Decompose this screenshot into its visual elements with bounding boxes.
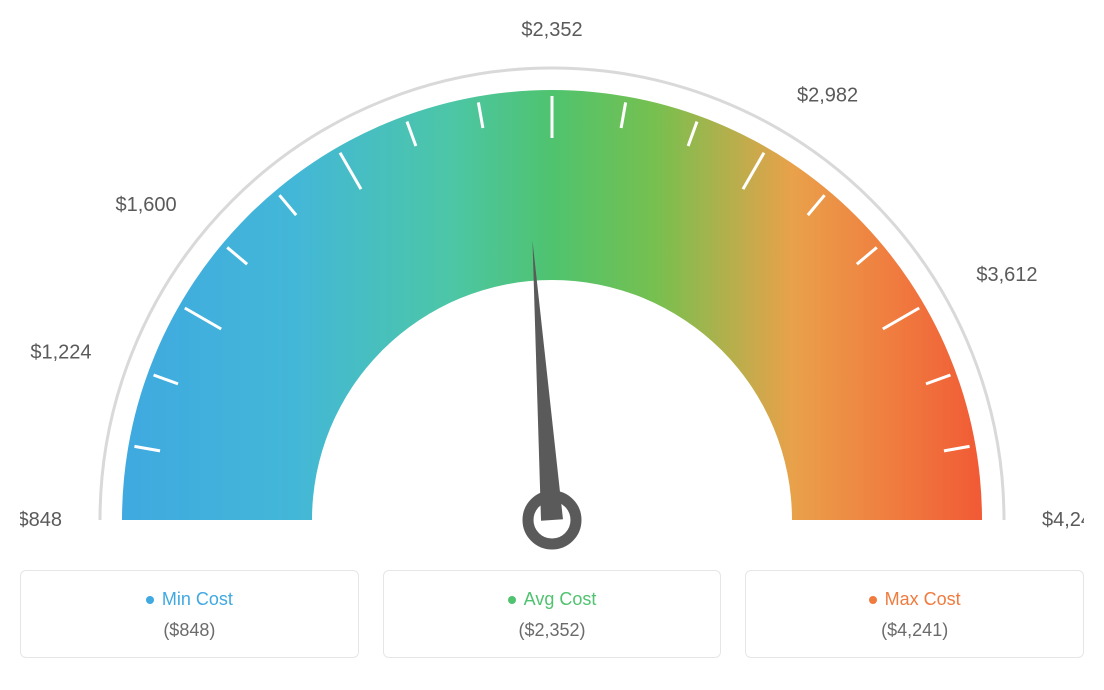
svg-text:$3,612: $3,612 [976,264,1037,286]
legend-title-avg: Avg Cost [508,589,597,610]
svg-text:$4,241: $4,241 [1042,509,1084,531]
cost-gauge-chart: $848 $1,224 $1,600 $2,352 $2,982 $3,612 $4,241… [20,20,1084,658]
legend-card-min: Min Cost ($848) [20,570,359,658]
legend-card-avg: Avg Cost ($2,352) [383,570,722,658]
legend-row: Min Cost ($848) Avg Cost ($2,352) Max Co… [20,570,1084,658]
legend-label-min: Min Cost [162,589,233,610]
legend-card-max: Max Cost ($4,241) [745,570,1084,658]
svg-text:$2,982: $2,982 [797,85,858,107]
legend-title-max: Max Cost [869,589,961,610]
legend-label-avg: Avg Cost [524,589,597,610]
legend-dot-avg [508,596,516,604]
legend-label-max: Max Cost [885,589,961,610]
svg-text:$2,352: $2,352 [521,20,582,41]
legend-value-max: ($4,241) [746,620,1083,641]
legend-dot-max [869,596,877,604]
legend-dot-min [146,596,154,604]
gauge-area: $848 $1,224 $1,600 $2,352 $2,982 $3,612 $4,241 [20,20,1084,560]
gauge-svg: $848 $1,224 $1,600 $2,352 $2,982 $3,612 $4,241 [20,20,1084,560]
svg-text:$1,600: $1,600 [115,194,176,216]
svg-text:$1,224: $1,224 [30,341,91,363]
legend-value-min: ($848) [21,620,358,641]
legend-title-min: Min Cost [146,589,233,610]
svg-text:$848: $848 [20,509,62,531]
legend-value-avg: ($2,352) [384,620,721,641]
